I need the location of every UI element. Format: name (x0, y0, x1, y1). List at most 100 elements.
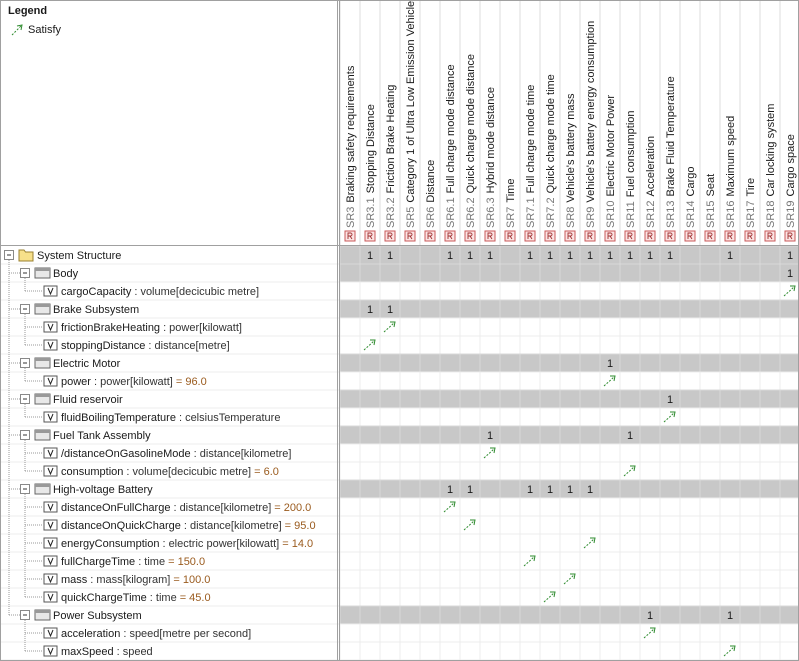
cell (619, 497, 641, 517)
tree-item-label[interactable]: energyConsumption: electric power[kilowa… (61, 538, 313, 550)
column-id: SR9 (585, 207, 597, 228)
cell (739, 623, 761, 643)
tree-item-label[interactable]: Fuel Tank Assembly (53, 430, 151, 442)
legend-title: Legend (8, 5, 47, 17)
cell (359, 443, 381, 463)
group-cell (739, 479, 761, 499)
tree-item-label[interactable]: maxSpeed: speed (61, 646, 153, 658)
cell (759, 515, 781, 535)
requirement-icon-glyph (447, 232, 453, 240)
tree-item-label[interactable]: Body (53, 268, 79, 280)
relation-count: 1 (447, 250, 453, 262)
cell (739, 569, 761, 589)
tree-item-label[interactable]: acceleration: speed[metre per second] (61, 628, 251, 640)
cell (759, 371, 781, 391)
cell (559, 371, 581, 391)
group-cell (619, 353, 641, 373)
cell (419, 407, 441, 427)
relation-count: 1 (387, 304, 393, 316)
cell (739, 587, 761, 607)
cell (359, 515, 381, 535)
tree-item-label[interactable]: stoppingDistance: distance[metre] (61, 340, 230, 352)
cell (539, 335, 561, 355)
tree-item-label[interactable]: /distanceOnGasolineMode: distance[kilome… (61, 448, 291, 460)
item-type: : speed (117, 646, 153, 658)
cell (339, 281, 361, 301)
cell (499, 587, 521, 607)
cell (779, 623, 799, 643)
column-name: Vehicle's battery mass (565, 93, 577, 203)
cell (779, 587, 799, 607)
tree-item-label[interactable]: Fluid reservoir (53, 394, 123, 406)
cell (359, 281, 381, 301)
tree-item-label[interactable]: frictionBrakeHeating: power[kilowatt] (61, 322, 242, 334)
tree-item-label[interactable]: quickChargeTime: time = 45.0 (61, 592, 211, 604)
column-id: SR5 (405, 207, 417, 228)
group-cell (679, 425, 701, 445)
cell (399, 569, 421, 589)
tree-item-label[interactable]: power: power[kilowatt] = 96.0 (61, 376, 207, 388)
cell (439, 461, 461, 481)
column-id: SR7 (505, 207, 517, 228)
tree-item-label[interactable]: fullChargeTime: time = 150.0 (61, 556, 205, 568)
group-cell (359, 605, 381, 625)
cell (359, 623, 381, 643)
relation-count: 1 (647, 610, 653, 622)
cell (639, 569, 661, 589)
column-id: SR6.2 (465, 197, 477, 228)
cell (719, 497, 741, 517)
group-cell (759, 605, 781, 625)
cell (539, 461, 561, 481)
cell (539, 533, 561, 553)
tree-item-label[interactable]: fluidBoilingTemperature: celsiusTemperat… (61, 412, 280, 424)
group-cell (499, 245, 521, 265)
cell (519, 335, 541, 355)
tree-item-label[interactable]: High-voltage Battery (53, 484, 153, 496)
relation-count: 1 (527, 484, 533, 496)
tree-item-label[interactable]: Brake Subsystem (53, 304, 139, 316)
column-id: SR17 (745, 200, 757, 228)
cell (439, 623, 461, 643)
group-cell (679, 605, 701, 625)
cell (539, 497, 561, 517)
cell (379, 281, 401, 301)
cell (459, 641, 481, 661)
tree-item-label[interactable]: mass: mass[kilogram] = 100.0 (61, 574, 210, 586)
cell (659, 281, 681, 301)
property-icon-glyph (47, 503, 54, 512)
cell (499, 407, 521, 427)
cell (399, 587, 421, 607)
tree-item-label[interactable]: distanceOnQuickCharge: distance[kilometr… (61, 520, 316, 532)
cell (639, 371, 661, 391)
cell (559, 497, 581, 517)
cell (499, 569, 521, 589)
group-cell (499, 299, 521, 319)
group-cell (699, 245, 721, 265)
tree-item-label[interactable]: Power Subsystem (53, 610, 142, 622)
satisfy-arrow (643, 627, 656, 639)
cell (339, 641, 361, 661)
column-name: Cargo space (785, 134, 797, 196)
relation-count: 1 (727, 610, 733, 622)
satisfy-arrow-head (670, 411, 676, 418)
requirement-icon-glyph (607, 232, 613, 240)
tree-item-label[interactable]: distanceOnFullCharge: distance[kilometre… (61, 502, 311, 514)
item-name: /distanceOnGasolineMode (61, 448, 191, 460)
tree-item-label[interactable]: consumption: volume[decicubic metre] = 6.… (61, 466, 279, 478)
group-cell (399, 479, 421, 499)
column-id: SR18 (765, 200, 777, 228)
tree-item-label[interactable]: cargoCapacity: volume[decicubic metre] (61, 286, 259, 298)
cell (579, 371, 601, 391)
cell (759, 533, 781, 553)
group-cell (439, 605, 461, 625)
column-name: Distance (425, 160, 437, 203)
tree-item-label[interactable]: System Structure (37, 250, 121, 262)
cell (619, 551, 641, 571)
relation-count: 1 (727, 250, 733, 262)
group-cell (379, 263, 401, 283)
group-cell (499, 425, 521, 445)
cell (439, 551, 461, 571)
group-cell (419, 245, 441, 265)
tree-item-label[interactable]: Electric Motor (53, 358, 121, 370)
group-cell (499, 263, 521, 283)
